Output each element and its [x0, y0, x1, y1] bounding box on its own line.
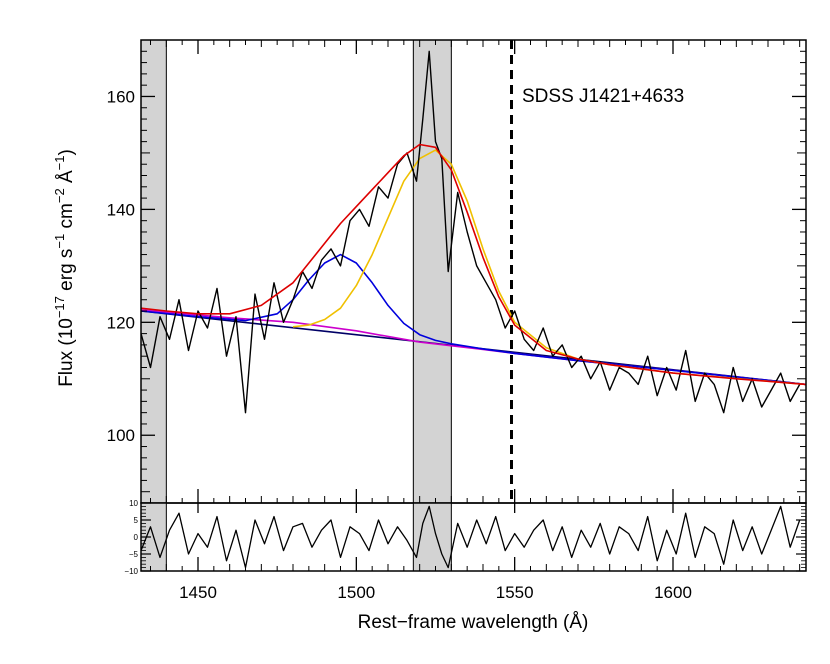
- residual-y-tick-label: 0: [134, 533, 139, 542]
- series-observed-spectrum: [140, 50, 801, 414]
- y-tick-label: 120: [107, 313, 135, 332]
- ylabel-exp-2: −1: [52, 234, 67, 249]
- x-tick-labels: 1450 1500 1550 1600: [179, 583, 692, 602]
- series-broad-Gaussian-component-2: [292, 149, 807, 386]
- object-name-annotation: SDSS J1421+4633: [522, 86, 684, 107]
- x-tick-label: 1600: [654, 583, 692, 602]
- main-shaded-region-1: [412, 39, 452, 504]
- y-tick-label: 160: [107, 87, 135, 106]
- residual-plot-frame: [140, 502, 807, 572]
- series-total-model-fit: [140, 143, 807, 386]
- main-frame-rect: [140, 39, 807, 504]
- residual-axis-ticks: [141, 502, 806, 572]
- svg-text:Flux (10−17 erg s−1 cm−2 Å−1): Flux (10−17 erg s−1 cm−2 Å−1): [52, 149, 77, 387]
- ylabel-part-main: Flux (10: [56, 318, 77, 387]
- residual-y-tick-labels: −10 −5 0 5 10: [124, 499, 138, 576]
- residual-y-tick-label: 10: [129, 499, 138, 508]
- residual-frame-rect: [140, 502, 807, 572]
- residual-y-tick-label: −5: [129, 550, 139, 559]
- ylabel-exp-1: −17: [52, 296, 67, 318]
- x-tick-label: 1450: [179, 583, 217, 602]
- residual-y-tick-label: −10: [124, 567, 138, 576]
- series-residuals: [140, 505, 801, 569]
- y-axis-title: Flux (10−17 erg s−1 cm−2 Å−1): [52, 149, 77, 387]
- ylabel-part-end: ): [56, 149, 77, 155]
- ylabel-part-mid: erg s: [56, 249, 77, 297]
- main-axis-ticks: [141, 40, 806, 503]
- main-shaded-region-0: [140, 39, 167, 504]
- ylabel-exp-4: −1: [52, 156, 67, 171]
- y-tick-label: 100: [107, 426, 135, 445]
- ylabel-part-mid2: cm: [56, 203, 77, 234]
- y-tick-label: 140: [107, 200, 135, 219]
- residual-y-tick-label: 5: [134, 516, 139, 525]
- y-tick-labels: 100 120 140 160: [107, 87, 135, 445]
- residual-series-lines: [140, 505, 801, 569]
- x-tick-label: 1550: [496, 583, 534, 602]
- x-axis-title: Rest−frame wavelength (Å): [358, 612, 589, 633]
- ylabel-exp-3: −2: [52, 188, 67, 203]
- series-broad-Gaussian-component-1: [140, 253, 807, 386]
- main-plot-frame: [140, 39, 807, 504]
- main-shaded-regions: [140, 39, 452, 504]
- main-series-lines: [140, 50, 807, 414]
- x-tick-label: 1500: [337, 583, 375, 602]
- ylabel-part-mid3: Å: [56, 170, 77, 188]
